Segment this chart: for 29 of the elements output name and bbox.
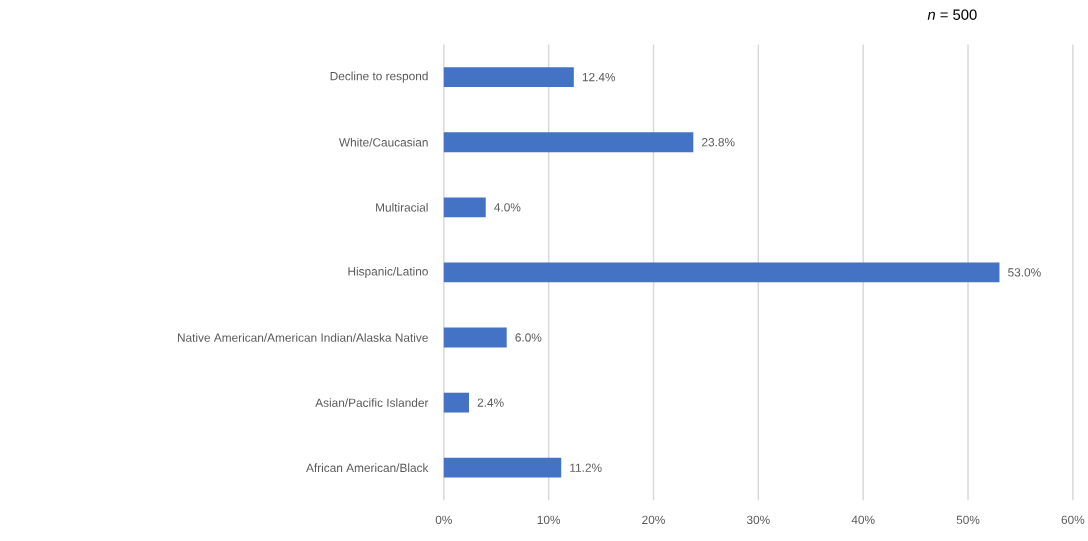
- y-tick-label: African American/Black: [306, 463, 429, 473]
- bar: [443, 67, 574, 88]
- y-tick-label: Asian/Pacific Islander: [315, 398, 429, 408]
- bar: [443, 457, 562, 478]
- y-tick-label: Multiracial: [376, 203, 428, 212]
- x-tick-label: 20%: [642, 515, 665, 525]
- y-tick-label: Decline to respond: [330, 71, 428, 83]
- data-label: 12.4%: [582, 73, 616, 82]
- x-tick-label: 10%: [537, 515, 561, 525]
- y-tick-label: Hispanic/Latino: [348, 266, 428, 279]
- bar: [443, 392, 469, 413]
- data-label: 6.0%: [515, 333, 542, 342]
- bar: [443, 262, 1000, 283]
- x-tick-label: 0%: [435, 515, 452, 525]
- bar: [443, 132, 694, 153]
- x-tick-label: 50%: [956, 515, 980, 525]
- x-tick-label: 40%: [851, 515, 875, 525]
- bar: [443, 327, 507, 348]
- data-label: 2.4%: [477, 398, 504, 407]
- data-label: 53.0%: [1008, 268, 1041, 277]
- x-tick-label: 30%: [746, 515, 770, 525]
- data-label: 11.2%: [570, 463, 602, 472]
- x-tick-label: 60%: [1061, 515, 1085, 525]
- data-label: 4.0%: [494, 203, 521, 212]
- text: n = 500: [927, 9, 977, 20]
- data-label: 23.8%: [702, 138, 735, 147]
- y-tick-label: Native American/American Indian/Alaska Native: [177, 333, 428, 342]
- bar: [443, 197, 486, 218]
- y-tick-label: White/Caucasian: [338, 137, 428, 147]
